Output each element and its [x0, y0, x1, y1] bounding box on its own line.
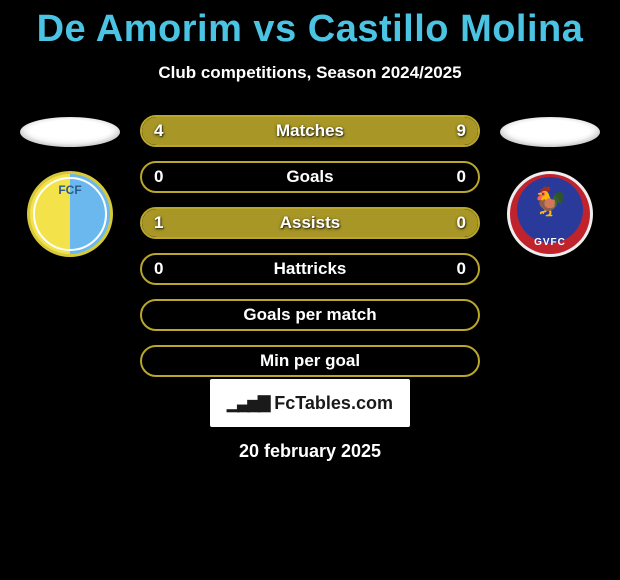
- stat-value-left: 0: [154, 167, 163, 187]
- club-badge-left: FCF: [27, 171, 113, 257]
- stat-value-right: 0: [457, 213, 466, 233]
- stats-column: 4 9 Matches 0 0 Goals 1 0 Assists 0 0 Hattricks Goal…: [130, 115, 490, 377]
- footer-date: 20 february 2025: [239, 441, 381, 462]
- stat-bar: 0 0 Goals: [140, 161, 480, 193]
- right-player-column: 🐓 GVFC: [490, 115, 610, 257]
- stat-label: Assists: [280, 213, 340, 233]
- page-title: De Amorim vs Castillo Molina: [37, 8, 584, 51]
- stat-label: Min per goal: [260, 351, 360, 371]
- stat-bar: 0 0 Hattricks: [140, 253, 480, 285]
- branding-box: ▁▃▅▇ FcTables.com: [210, 379, 410, 427]
- stat-value-left: 0: [154, 259, 163, 279]
- stat-bar: 1 0 Assists: [140, 207, 480, 239]
- player-silhouette-left: [20, 117, 120, 147]
- branding-text: FcTables.com: [274, 393, 393, 414]
- stat-value-right: 0: [457, 167, 466, 187]
- stat-bar: Min per goal: [140, 345, 480, 377]
- comparison-row: FCF 4 9 Matches 0 0 Goals 1 0 Assists 0 0 Hattricks…: [0, 115, 620, 377]
- stat-value-right: 0: [457, 259, 466, 279]
- chart-icon: ▁▃▅▇: [227, 393, 268, 413]
- club-badge-right: 🐓 GVFC: [507, 171, 593, 257]
- stat-label: Matches: [276, 121, 344, 141]
- stat-value-left: 4: [154, 121, 163, 141]
- stat-bar: Goals per match: [140, 299, 480, 331]
- club-badge-right-text: GVFC: [510, 237, 590, 248]
- left-player-column: FCF: [10, 115, 130, 257]
- rooster-icon: 🐓: [510, 188, 590, 216]
- stat-label: Hattricks: [274, 259, 347, 279]
- club-badge-left-text: FCF: [33, 177, 107, 251]
- stat-label: Goals per match: [243, 305, 376, 325]
- stat-value-right: 9: [457, 121, 466, 141]
- stat-label: Goals: [286, 167, 333, 187]
- subtitle: Club competitions, Season 2024/2025: [158, 63, 461, 83]
- stat-value-left: 1: [154, 213, 163, 233]
- stat-bar: 4 9 Matches: [140, 115, 480, 147]
- player-silhouette-right: [500, 117, 600, 147]
